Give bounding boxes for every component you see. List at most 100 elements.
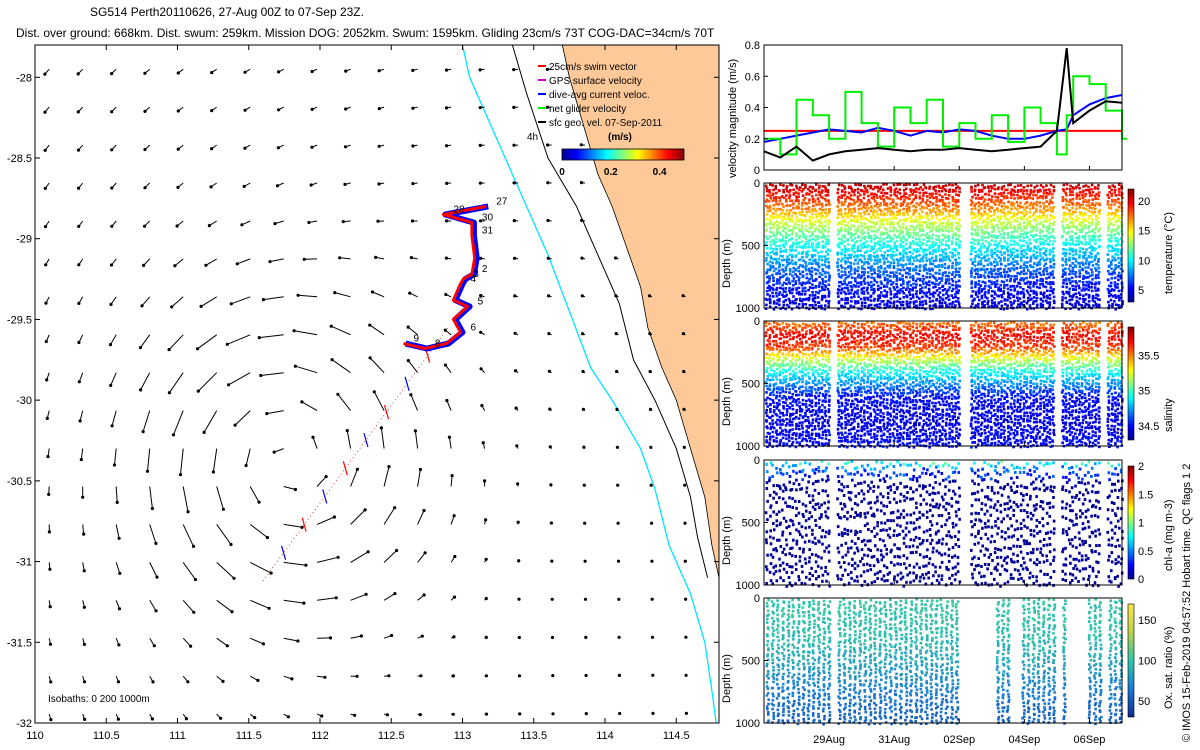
section-sample	[777, 257, 781, 261]
section-sample	[886, 222, 889, 226]
section-sample	[889, 213, 892, 216]
section-sample	[935, 259, 938, 262]
section-sample	[1117, 219, 1120, 222]
section-sample	[807, 242, 810, 246]
velocity-arrow	[283, 523, 303, 528]
section-sample	[1116, 240, 1120, 244]
section-sample	[764, 324, 768, 328]
section-sample	[764, 398, 768, 402]
section-sample	[915, 250, 918, 253]
section-sample	[775, 347, 779, 351]
section-sample	[984, 271, 987, 274]
section-sample	[1028, 203, 1031, 207]
section-sample	[1020, 250, 1023, 253]
section-sample	[1072, 225, 1075, 229]
section-sample	[846, 214, 850, 217]
section-sample	[1021, 205, 1025, 209]
section-sample	[821, 277, 824, 281]
section-sample	[851, 190, 854, 193]
section-sample	[846, 257, 850, 260]
section-sample	[776, 230, 779, 234]
section-sample	[782, 222, 785, 226]
section-sample	[1078, 256, 1081, 259]
velocity-arrowhead	[649, 445, 653, 449]
velocity-arrowhead	[221, 679, 225, 684]
section-sample	[768, 346, 772, 349]
section-sample	[915, 233, 918, 237]
track-day-label: 27	[496, 196, 508, 207]
section-sample	[1084, 302, 1088, 306]
section-sample	[863, 298, 866, 301]
colorbar-tick-label: 0.2	[604, 167, 618, 178]
section-sample	[942, 207, 945, 211]
section-sample	[813, 254, 817, 257]
velocity-arrowhead	[393, 592, 397, 596]
section-sample	[1106, 233, 1110, 237]
section-sample	[944, 229, 948, 232]
section-sample	[895, 282, 898, 286]
section-sample	[869, 225, 873, 229]
section-sample	[983, 276, 987, 279]
section-sample	[916, 243, 919, 247]
section-sample	[1091, 273, 1094, 277]
velocity-arrow	[283, 599, 304, 604]
section-sample	[1064, 212, 1067, 215]
section-sample	[987, 275, 991, 279]
section-sample	[924, 256, 928, 259]
section-sample	[1019, 278, 1022, 282]
section-sample	[764, 356, 768, 360]
section-sample	[844, 277, 848, 280]
section-sample	[888, 305, 892, 308]
section-sample	[1070, 235, 1074, 238]
section-sample	[906, 196, 910, 200]
section-sample	[795, 206, 798, 210]
velocity-arrowhead	[517, 674, 522, 678]
section-sample	[1078, 262, 1081, 265]
section-sample	[843, 218, 846, 222]
section-sample	[774, 216, 778, 219]
section-sample	[1082, 218, 1085, 221]
section-sample	[776, 359, 779, 362]
section-sample	[973, 246, 976, 250]
section-sample	[1038, 201, 1042, 204]
section-sample	[784, 433, 788, 437]
section-sample	[938, 299, 941, 303]
section-sample	[987, 289, 990, 292]
section-sample	[950, 305, 954, 308]
section-sample	[785, 413, 788, 417]
section-sample	[840, 219, 844, 223]
velocity-arrowhead	[582, 483, 586, 487]
section-sample	[1111, 302, 1114, 306]
section-sample	[771, 193, 774, 197]
section-sample	[836, 205, 839, 208]
section-sample	[828, 274, 831, 278]
section-sample	[778, 442, 782, 446]
velocity-arrowhead	[579, 181, 584, 185]
section-sample	[768, 222, 771, 226]
section-sample	[951, 296, 955, 300]
section-sample	[1017, 303, 1020, 306]
section-sample	[1112, 249, 1116, 252]
section-sample	[951, 261, 955, 265]
section-sample	[1084, 293, 1088, 296]
section-sample	[1098, 239, 1101, 242]
section-sample	[856, 200, 859, 204]
section-sample	[1002, 286, 1006, 290]
section-sample	[892, 229, 895, 233]
section-sample	[987, 193, 991, 197]
section-sample	[801, 275, 805, 279]
section-sample	[1028, 286, 1032, 289]
section-sample	[977, 241, 980, 244]
section-sample	[1075, 295, 1078, 299]
section-sample	[1016, 243, 1020, 246]
section-sample	[1085, 272, 1088, 275]
section-sample	[947, 218, 950, 222]
section-sample	[954, 234, 957, 237]
section-sample	[769, 220, 773, 223]
section-sample	[935, 196, 938, 199]
section-sample	[1035, 275, 1038, 278]
section-sample	[944, 252, 947, 256]
section-sample	[916, 231, 919, 235]
section-sample	[925, 253, 928, 256]
velocity-arrowhead	[142, 263, 146, 267]
